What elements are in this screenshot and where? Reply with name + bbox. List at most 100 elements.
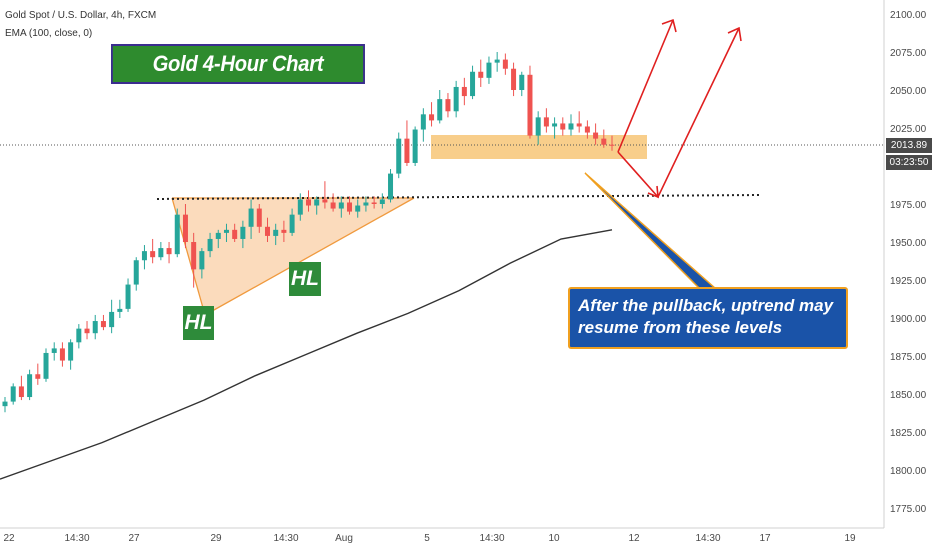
candle-body — [174, 214, 180, 255]
candle-body — [470, 71, 476, 97]
candle-body — [494, 59, 500, 63]
analysis-callout: After the pullback, uptrend may resume f… — [568, 287, 848, 349]
indicator-legend[interactable]: EMA (100, close, 0) — [5, 28, 92, 39]
candle-body — [264, 226, 270, 236]
candle-body — [199, 251, 205, 270]
candle-body — [43, 352, 49, 379]
time-tick-label: 14:30 — [64, 533, 89, 544]
triangle-lower-edge — [204, 197, 415, 316]
candle-body — [371, 202, 377, 204]
candle-body — [535, 117, 541, 136]
current-price-tag: 2013.89 — [886, 138, 932, 153]
price-tick-label: 1775.00 — [890, 504, 927, 515]
support-zone — [431, 135, 647, 159]
time-tick-label: 14:30 — [479, 533, 504, 544]
candle-body — [215, 232, 221, 239]
candle-body — [117, 308, 123, 312]
candle-body — [420, 114, 426, 130]
price-tick-label: 1850.00 — [890, 390, 927, 401]
candle-body — [35, 374, 41, 379]
candle-body — [338, 202, 344, 209]
candle-body — [248, 208, 254, 227]
time-tick-label: 22 — [3, 533, 15, 544]
candle-body — [322, 199, 328, 203]
arrowhead-dip — [647, 185, 659, 199]
price-tick-label: 1800.00 — [890, 466, 927, 477]
price-tick-label: 1975.00 — [890, 200, 927, 211]
price-tick-label: 2025.00 — [890, 124, 927, 135]
time-tick-label: 12 — [628, 533, 640, 544]
candle-body — [18, 386, 24, 398]
projection-arrows — [617, 18, 742, 199]
time-axis[interactable]: 22 14:30 27 29 14:30 Aug 5 14:30 10 12 14:30 17 19 — [3, 533, 856, 544]
candle-body — [223, 229, 229, 233]
candle-body — [10, 386, 16, 402]
candle-body — [388, 173, 394, 200]
candle-body — [68, 342, 74, 361]
ema-line — [0, 229, 613, 480]
candle-body — [256, 208, 262, 227]
symbol-title[interactable]: Gold Spot / U.S. Dollar, 4h, FXCM — [5, 10, 156, 21]
time-tick-label: 27 — [128, 533, 140, 544]
time-tick-label: Aug — [335, 533, 353, 544]
price-axis[interactable]: 2100.002075.002050.002025.002000.001975.… — [890, 10, 927, 515]
candle-body — [486, 62, 492, 78]
candle-body — [232, 229, 238, 239]
candle-body — [59, 348, 65, 361]
candle-body — [355, 205, 361, 212]
time-tick-label: 19 — [844, 533, 856, 544]
candle-body — [273, 229, 279, 236]
candle-body — [166, 248, 172, 255]
candle-body — [51, 348, 57, 353]
candlestick-series — [2, 52, 615, 413]
candle-body — [2, 401, 8, 407]
candle-body — [527, 74, 533, 136]
candle-body — [182, 214, 188, 242]
candle-body — [150, 251, 156, 258]
candle-body — [125, 284, 131, 309]
price-tick-label: 1950.00 — [890, 238, 927, 249]
candle-body — [437, 99, 443, 121]
chart-title-banner: Gold 4-Hour Chart Analysis — [111, 44, 365, 112]
price-tick-label: 2050.00 — [890, 86, 927, 97]
candle-body — [379, 199, 385, 204]
time-tick-label: 14:30 — [273, 533, 298, 544]
candle-body — [297, 199, 303, 215]
higher-low-label-1: HL — [183, 306, 214, 340]
ascending-triangle — [172, 198, 414, 315]
higher-low-label-2: HL — [289, 262, 321, 296]
arrowhead-1 — [661, 18, 677, 33]
candle-body — [76, 328, 82, 343]
candle-body — [453, 86, 459, 112]
candle-body — [330, 202, 336, 209]
candle-body — [593, 132, 599, 139]
candle-body — [502, 59, 508, 69]
candle-body — [314, 199, 320, 206]
candle-body — [289, 214, 295, 233]
candle-body — [347, 202, 353, 212]
candle-body — [519, 74, 525, 90]
candle-body — [363, 202, 369, 206]
candle-body — [552, 123, 558, 127]
time-tick-label: 14:30 — [695, 533, 720, 544]
candle-body — [281, 229, 287, 233]
candle-body — [429, 114, 435, 121]
projection-arrow-1 — [617, 19, 674, 153]
arrowhead-2 — [727, 26, 742, 42]
candle-body — [560, 123, 566, 130]
candle-body — [158, 248, 164, 258]
price-tick-label: 2100.00 — [890, 10, 927, 21]
candle-body — [478, 71, 484, 78]
candle-body — [404, 138, 410, 163]
candle-body — [609, 144, 615, 146]
time-tick-label: 5 — [424, 533, 430, 544]
candle-body — [412, 129, 418, 163]
candle-body — [445, 99, 451, 112]
candle-body — [141, 251, 147, 261]
projection-arrow-2 — [617, 27, 740, 199]
price-tick-label: 1825.00 — [890, 428, 927, 439]
candle-body — [109, 311, 115, 328]
resistance-dotted-line — [156, 194, 761, 200]
candle-body — [306, 199, 311, 206]
